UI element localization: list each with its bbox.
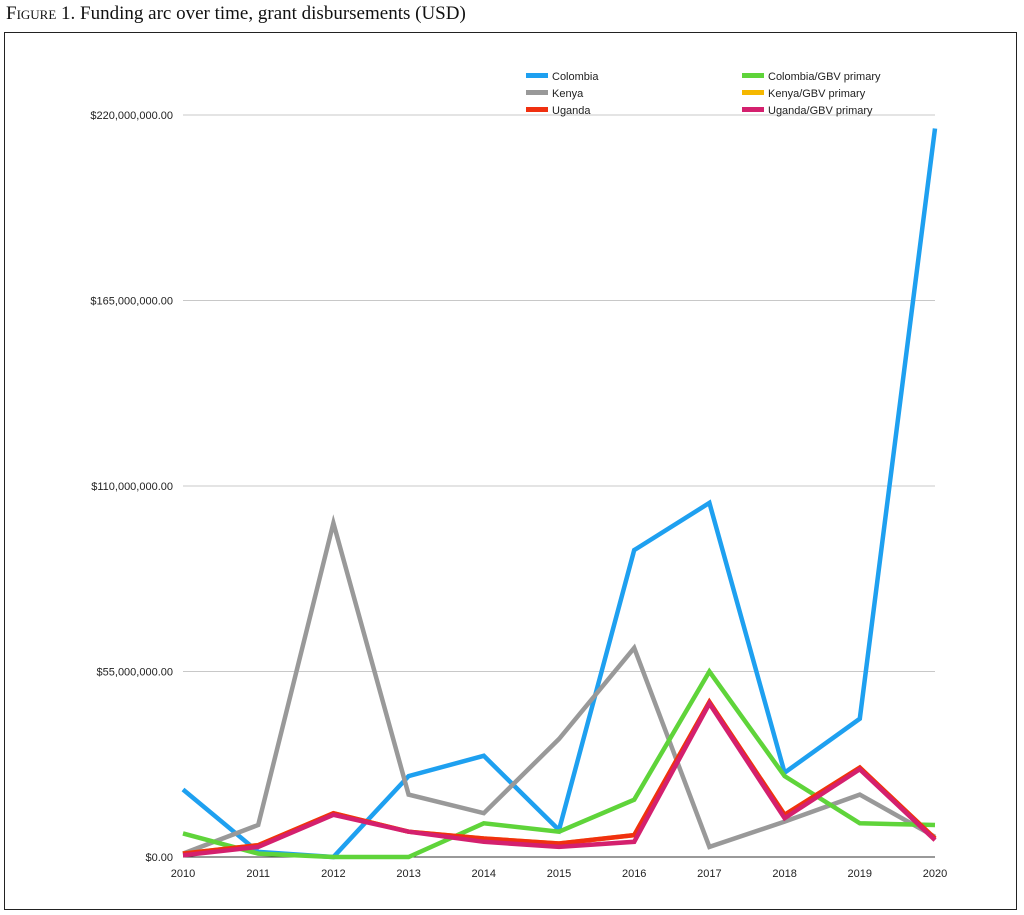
legend-swatch-kenya — [526, 90, 548, 95]
gridlines — [183, 114, 935, 858]
x-tick-label: 2019 — [848, 868, 872, 880]
x-tick-label: 2017 — [697, 868, 721, 880]
x-tick-label: 2013 — [396, 868, 420, 880]
x-tick-label: 2010 — [171, 868, 195, 880]
figure-label: Figure 1. — [6, 3, 76, 24]
y-tick-label: $55,000,000.00 — [97, 667, 173, 679]
legend: Colombia Kenya Uganda Colombia/GBV primary K… — [526, 71, 881, 117]
legend-swatch-uganda-gbv-primary — [742, 107, 764, 112]
x-tick-label: 2018 — [772, 868, 796, 880]
figure-caption: Funding arc over time, grant disbursemen… — [80, 3, 466, 24]
y-tick-label: $110,000,000.00 — [91, 481, 173, 493]
series-line-colombia — [181, 128, 938, 860]
legend-label-uganda: Uganda — [552, 105, 591, 117]
series-line-colombia-gbv-primary — [182, 667, 936, 860]
y-tick-label: $0.00 — [145, 852, 173, 864]
legend-label-uganda-gbv-primary: Uganda/GBV primary — [768, 105, 873, 117]
legend-swatch-kenya-gbv-primary — [742, 90, 764, 95]
x-tick-label: 2015 — [547, 868, 571, 880]
series-lines — [181, 128, 938, 860]
figure-title: Figure 1. Funding arc over time, grant d… — [6, 3, 466, 25]
x-tick-label: 2011 — [246, 868, 270, 880]
series-line-kenya — [182, 514, 937, 856]
series-line-uganda-gbv-primary — [182, 699, 937, 858]
x-axis-ticks: 2010 2011 2012 2013 2014 2015 2016 2017 2018 2019… — [171, 868, 947, 880]
legend-label-colombia: Colombia — [552, 71, 599, 83]
legend-label-kenya-gbv-primary: Kenya/GBV primary — [768, 88, 866, 100]
legend-swatch-uganda — [526, 107, 548, 112]
legend-label-colombia-gbv-primary: Colombia/GBV primary — [768, 71, 881, 83]
x-tick-label: 2014 — [472, 868, 496, 880]
y-axis-ticks: $0.00 $55,000,000.00 $110,000,000.00 $165,0… — [90, 110, 173, 864]
legend-swatch-colombia — [526, 73, 548, 78]
legend-label-kenya: Kenya — [552, 88, 584, 100]
y-tick-label: $165,000,000.00 — [90, 296, 173, 308]
y-tick-label: $220,000,000.00 — [90, 110, 173, 122]
chart-frame — [4, 32, 1017, 910]
x-tick-label: 2016 — [622, 868, 646, 880]
x-tick-label: 2012 — [321, 868, 345, 880]
x-tick-label: 2020 — [923, 868, 947, 880]
legend-swatch-colombia-gbv-primary — [742, 73, 764, 78]
